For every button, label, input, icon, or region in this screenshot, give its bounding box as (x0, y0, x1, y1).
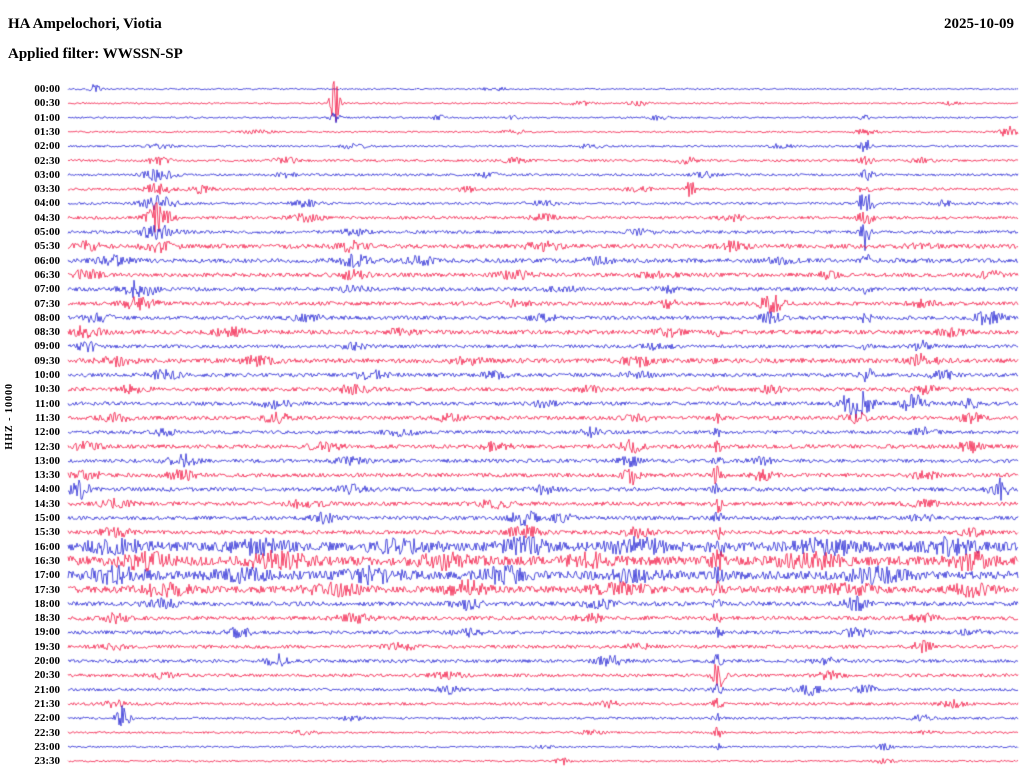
time-label: 03:30 (34, 183, 60, 196)
time-label: 01:00 (34, 111, 60, 124)
time-label: 23:30 (34, 755, 60, 768)
time-label: 20:30 (34, 669, 60, 682)
time-label: 08:00 (34, 311, 60, 324)
time-label: 03:00 (34, 168, 60, 181)
time-label: 06:30 (34, 268, 60, 281)
time-label: 15:30 (34, 526, 60, 539)
time-label: 09:30 (34, 354, 60, 367)
time-label: 13:30 (34, 469, 60, 482)
time-label: 22:30 (34, 726, 60, 739)
time-label: 05:30 (34, 240, 60, 253)
time-label: 11:30 (34, 411, 60, 424)
time-label: 21:30 (34, 697, 60, 710)
time-label: 07:00 (34, 283, 60, 296)
time-label: 07:30 (34, 297, 60, 310)
time-label: 20:00 (34, 655, 60, 667)
time-label: 01:30 (34, 125, 60, 138)
time-label: 12:30 (34, 440, 60, 453)
time-label: 04:30 (34, 211, 60, 224)
time-label: 18:30 (34, 612, 60, 625)
time-label: 02:30 (34, 154, 60, 167)
time-label: 14:00 (34, 483, 60, 496)
time-label: 10:00 (34, 369, 60, 381)
time-label: 17:30 (34, 583, 60, 596)
time-label: 16:00 (34, 540, 60, 553)
time-label: 19:30 (34, 640, 60, 653)
time-label: 17:00 (34, 569, 60, 582)
time-label: 15:00 (34, 512, 60, 524)
time-label: 08:30 (34, 326, 60, 339)
time-label: 09:00 (34, 340, 60, 353)
time-label: 19:00 (34, 626, 60, 639)
time-label: 00:30 (34, 97, 60, 110)
time-label: 04:00 (34, 197, 60, 210)
time-label: 06:00 (34, 254, 60, 267)
time-label: 05:00 (34, 226, 60, 238)
time-label: 23:00 (34, 740, 60, 753)
time-label: 11:00 (34, 397, 60, 410)
time-label: 18:00 (34, 597, 60, 610)
time-label: 14:30 (34, 497, 60, 510)
time-label: 02:00 (34, 140, 60, 153)
time-label: 10:30 (34, 383, 60, 396)
time-label: 13:00 (34, 454, 60, 467)
time-label: 16:30 (34, 554, 60, 567)
time-label: 12:00 (34, 426, 60, 439)
time-label: 00:00 (34, 83, 60, 95)
time-label: 22:00 (34, 712, 60, 725)
time-label: 21:00 (34, 683, 60, 696)
